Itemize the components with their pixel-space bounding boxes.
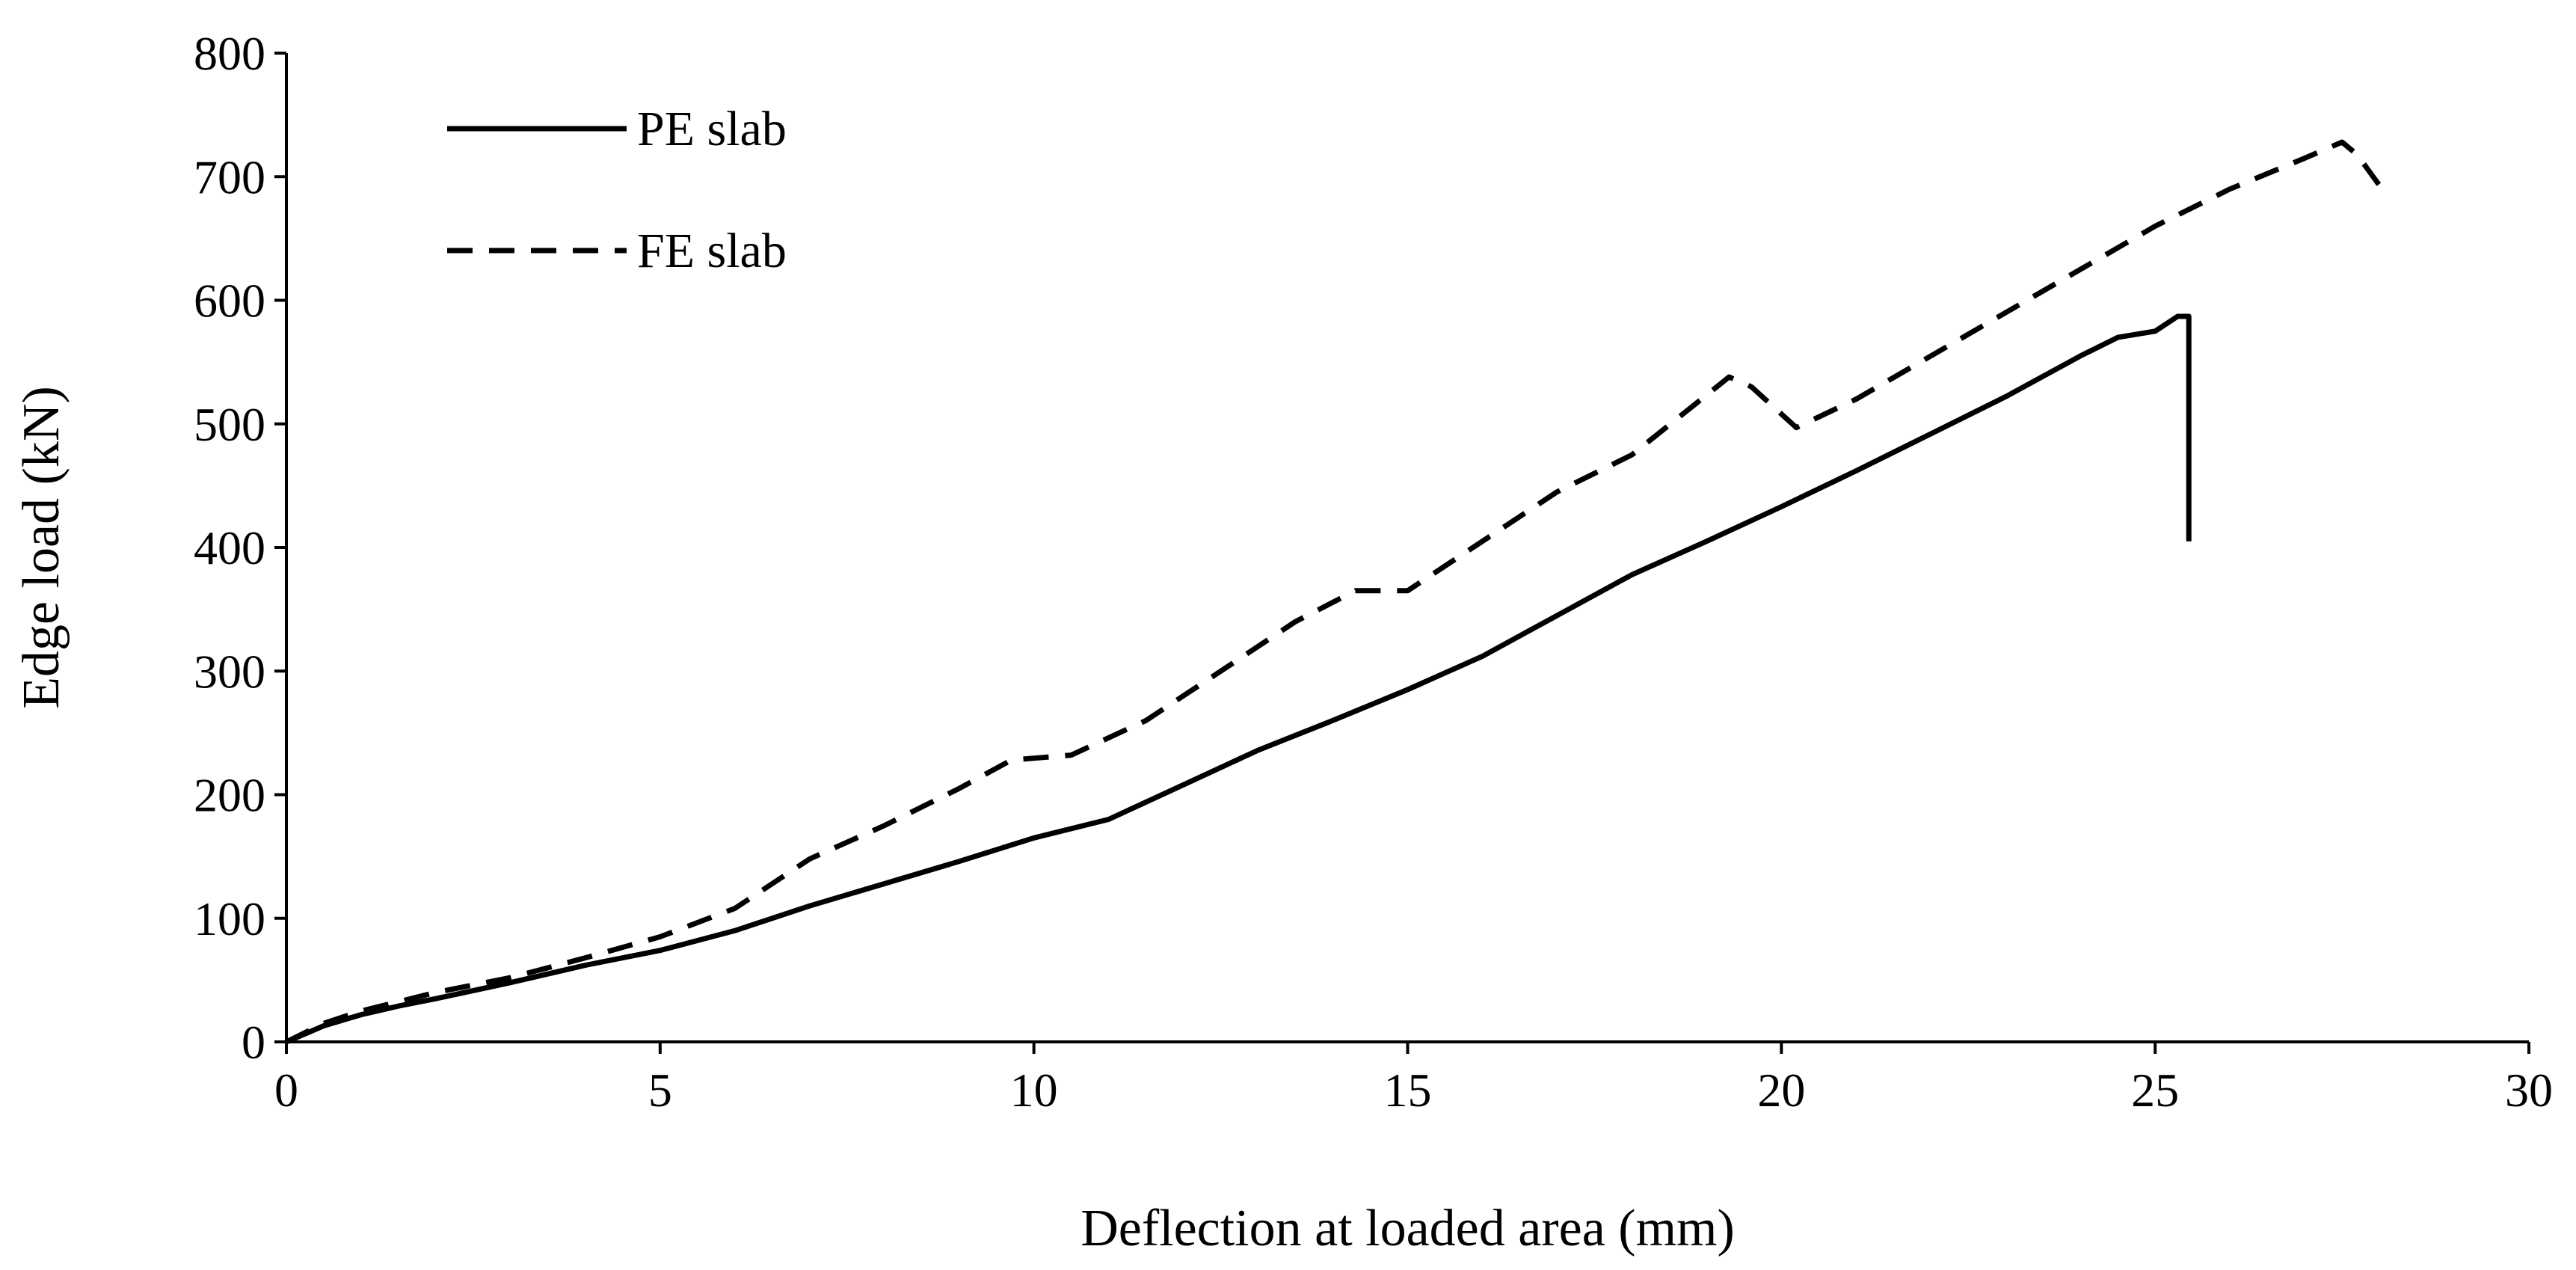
legend-label-fe-slab: FE slab xyxy=(637,224,787,278)
x-tick-label: 25 xyxy=(2131,1064,2179,1117)
series-layer xyxy=(285,139,2382,1045)
series-line-fe-slab xyxy=(285,139,2382,1045)
y-tick-label: 800 xyxy=(194,27,265,80)
x-tick-label: 20 xyxy=(1757,1064,1805,1117)
x-tick-label: 0 xyxy=(274,1064,298,1117)
legend-label-pe-slab: PE slab xyxy=(637,102,787,156)
x-axis-label: Deflection at loaded area (mm) xyxy=(1080,1200,1735,1257)
x-tick-label: 15 xyxy=(1384,1064,1432,1117)
x-tick-label: 10 xyxy=(1010,1064,1058,1117)
x-axis-ticks: 0 5 10 15 20 25 30 xyxy=(274,1042,2553,1117)
y-tick-label: 400 xyxy=(194,521,265,574)
y-tick-label: 600 xyxy=(194,274,265,328)
x-tick-label: 30 xyxy=(2505,1064,2553,1117)
y-tick-label: 100 xyxy=(194,892,265,945)
y-axis-label: Edge load (kN) xyxy=(13,386,70,709)
y-tick-label: 700 xyxy=(194,150,265,203)
y-tick-label: 300 xyxy=(194,645,265,698)
y-tick-label: 0 xyxy=(242,1016,265,1069)
legend: PE slab FE slab xyxy=(447,102,787,278)
y-tick-label: 200 xyxy=(194,769,265,822)
plot-area xyxy=(285,53,2529,1043)
series-line-pe-slab xyxy=(285,313,2192,1045)
y-tick-label: 500 xyxy=(194,398,265,451)
y-axis-ticks: 0 100 200 300 400 500 600 700 800 xyxy=(194,27,286,1069)
x-tick-label: 5 xyxy=(648,1064,672,1117)
